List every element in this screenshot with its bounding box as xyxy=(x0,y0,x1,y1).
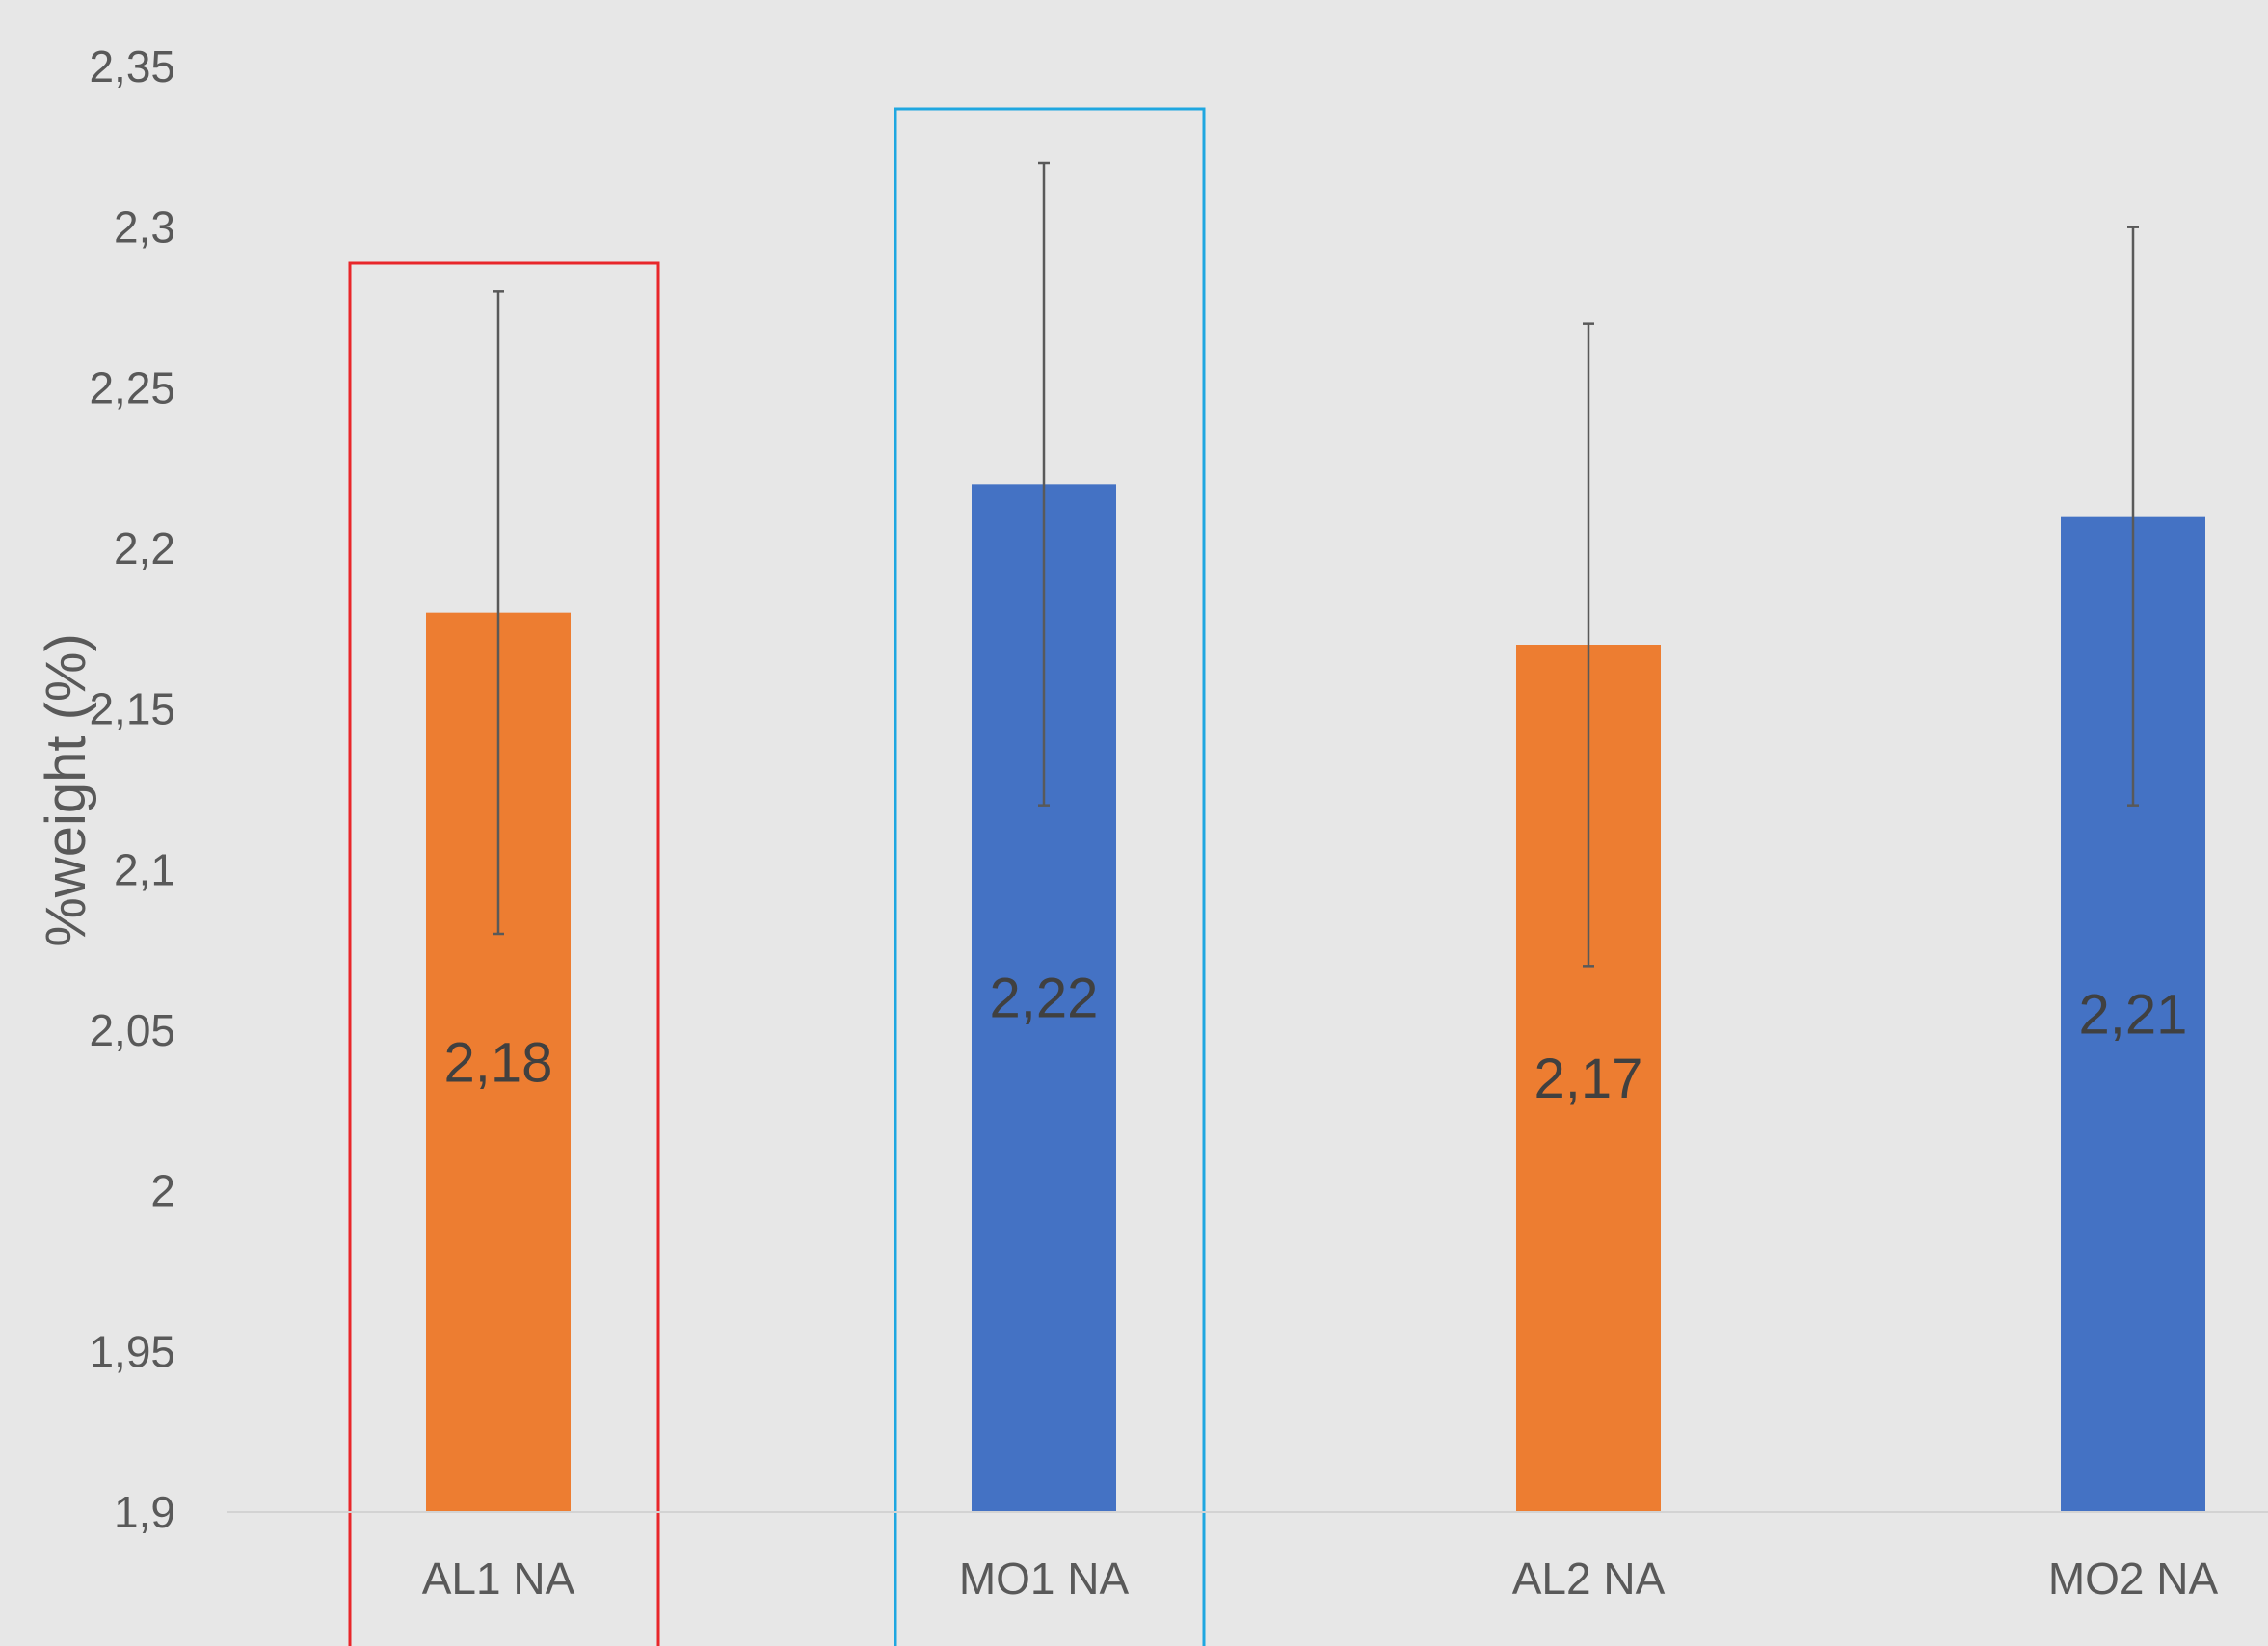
y-tick-label: 2,15 xyxy=(89,684,175,734)
error-bar-mo2-na xyxy=(2127,226,2139,807)
data-label-al2-na: 2,17 xyxy=(1534,1048,1643,1110)
y-tick-label: 2,35 xyxy=(89,41,175,92)
y-tick-label: 2,05 xyxy=(89,1005,175,1055)
data-label-mo2-na: 2,21 xyxy=(2079,983,2188,1046)
y-tick-label: 2,2 xyxy=(114,523,175,573)
x-tick-label-mo1-na: MO1 NA xyxy=(959,1553,1130,1604)
error-bar-al2-na xyxy=(1583,322,1594,968)
highlight-box-mo1-na xyxy=(894,107,1206,1646)
y-tick-label: 2,1 xyxy=(114,844,175,894)
error-bar-al1-na xyxy=(493,290,504,936)
x-tick-label-al2-na: AL2 NA xyxy=(1512,1553,1666,1604)
data-labels: 2,18 2,22 2,17 2,21 xyxy=(444,968,2188,1110)
data-label-mo1-na: 2,22 xyxy=(990,968,1099,1030)
y-tick-label: 2,3 xyxy=(114,202,175,252)
y-axis-ticks: 1,9 1,95 2 2,05 2,1 2,15 2,2 2,25 2,3 2,35 xyxy=(89,41,175,1537)
bars xyxy=(426,484,2205,1512)
highlight-box-al1-na xyxy=(348,261,660,1646)
x-tick-label-al1-na: AL1 NA xyxy=(422,1553,575,1604)
y-tick-label: 2 xyxy=(150,1166,175,1216)
error-bar-mo1-na xyxy=(1038,161,1050,807)
y-tick-label: 1,9 xyxy=(114,1487,175,1537)
x-tick-label-mo2-na: MO2 NA xyxy=(2048,1553,2219,1604)
y-axis-title: %weight (%) xyxy=(35,633,97,947)
data-label-al1-na: 2,18 xyxy=(444,1031,553,1094)
x-axis-labels: AL1 NA MO1 NA AL2 NA MO2 NA xyxy=(422,1553,2219,1604)
highlight-boxes xyxy=(348,107,1206,1646)
y-tick-label: 2,25 xyxy=(89,362,175,412)
y-tick-label: 1,95 xyxy=(89,1326,175,1376)
error-bars xyxy=(493,161,2139,968)
